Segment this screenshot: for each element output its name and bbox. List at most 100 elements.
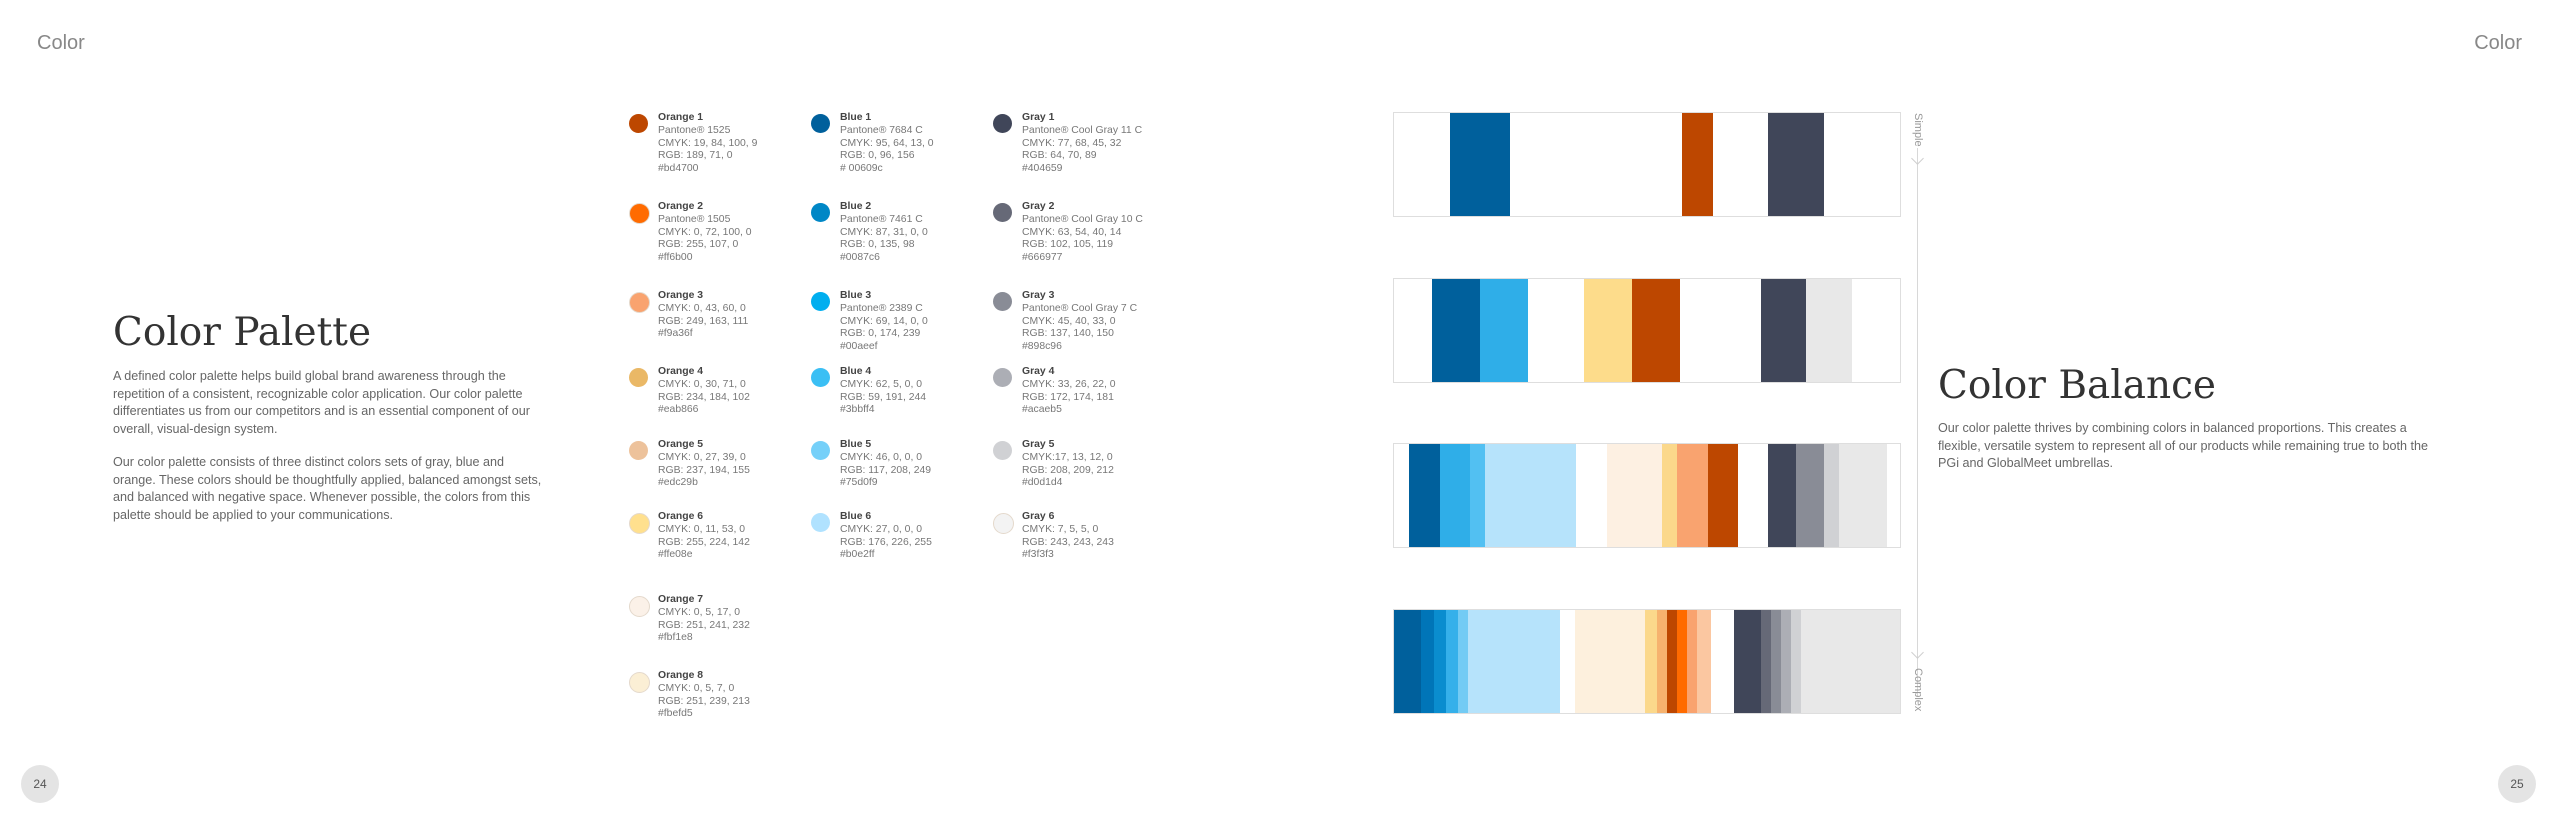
balance-segment [1656, 610, 1668, 713]
swatch-dot [993, 513, 1014, 534]
swatch-spec-line: #acaeb5 [1022, 404, 1062, 416]
swatch-spec-line: RGB: 251, 239, 213 [658, 695, 750, 707]
swatch-spec-line: #fbefd5 [658, 708, 693, 720]
swatch-spec-line: #b0e2ff [840, 549, 875, 561]
swatch-name: Gray 2 [1022, 201, 1055, 212]
swatch-info: Orange 6 CMYK: 0, 11, 53, 0 RGB: 255, 224,… [658, 511, 750, 562]
swatch-dot [993, 114, 1012, 133]
balance-bar-4 [1393, 609, 1901, 714]
swatch-name: Blue 4 [840, 366, 872, 377]
swatch-dot [629, 368, 648, 387]
swatch-spec-line: CMYK: 0, 72, 100, 0 [658, 226, 752, 238]
swatch-dot [811, 203, 830, 222]
swatch-spec-line: Pantone® 2389 C [840, 302, 923, 314]
page-number-right: 25 [2498, 765, 2536, 803]
balance-segment [1738, 444, 1769, 547]
swatch-dot [993, 292, 1012, 311]
swatch-spec-line: CMYK: 77, 68, 45, 32 [1022, 137, 1122, 149]
swatch-name: Orange 1 [658, 112, 704, 123]
swatch-name: Gray 5 [1022, 439, 1055, 450]
swatch-spec-line: RGB: 237, 194, 155 [658, 464, 750, 476]
balance-segment [1851, 279, 1900, 382]
swatch-spec-line: #898c96 [1022, 341, 1062, 353]
balance-segment [1790, 610, 1802, 713]
swatch-spec-line: #0087c6 [840, 252, 880, 264]
swatch-info: Orange 2 Pantone® 1505 CMYK: 0, 72, 100, 0… [658, 201, 752, 265]
swatch-spec-line: Pantone® 1505 [658, 213, 731, 225]
swatch-spec-line: CMYK: 46, 0, 0, 0 [840, 451, 923, 463]
swatch-info: Gray 6 CMYK: 7, 5, 5, 0 RGB: 243, 243, 243… [1022, 511, 1114, 562]
swatch-name: Blue 6 [840, 511, 872, 522]
swatch-name: Orange 6 [658, 511, 704, 522]
balance-segment [1510, 113, 1683, 216]
swatch-spec-line: RGB: 102, 105, 119 [1022, 239, 1114, 251]
swatch-info: Blue 5 CMYK: 46, 0, 0, 0 RGB: 117, 208, 24… [840, 439, 931, 490]
swatch-name: Orange 3 [658, 290, 704, 301]
swatch-spec-line: #edc29b [658, 477, 698, 489]
swatch-spec-line: RGB: 189, 71, 0 [658, 150, 733, 162]
color-palette-title: Color Palette [113, 310, 372, 355]
balance-segment [1631, 279, 1681, 382]
swatch-dot [629, 114, 648, 133]
swatch-spec-line: CMYK: 27, 0, 0, 0 [840, 523, 923, 535]
balance-segment [1733, 610, 1762, 713]
balance-segment [1666, 610, 1677, 713]
swatch-spec-line: CMYK:17, 13, 12, 0 [1022, 451, 1113, 463]
balance-segment [1394, 610, 1422, 713]
swatch-dot [629, 441, 648, 460]
balance-segment [1468, 610, 1561, 713]
swatch-spec-line: RGB: 117, 208, 249 [840, 464, 932, 476]
swatch-info: Orange 3 CMYK: 0, 43, 60, 0 RGB: 249, 163,… [658, 290, 748, 341]
swatch-spec-line: #ff6b00 [658, 252, 693, 264]
swatch-name: Gray 4 [1022, 366, 1055, 377]
balance-segment [1796, 444, 1825, 547]
palette-paragraph-2: Our color palette consists of three dist… [113, 455, 542, 522]
balance-segment [1760, 279, 1807, 382]
balance-segment [1839, 444, 1888, 547]
swatch-info: Blue 4 CMYK: 62, 5, 0, 0 RGB: 59, 191, 244… [840, 366, 926, 417]
balance-segment [1485, 444, 1577, 547]
swatch-dot [629, 513, 650, 534]
swatch-name: Gray 3 [1022, 290, 1055, 301]
balance-segment [1480, 279, 1529, 382]
swatch-spec-line: RGB: 0, 135, 98 [840, 239, 915, 251]
balance-segment [1449, 113, 1511, 216]
swatch-spec-line: Pantone® 7684 C [840, 124, 923, 136]
swatch-name: Orange 5 [658, 439, 704, 450]
swatch-spec-line: RGB: 176, 226, 255 [840, 536, 932, 548]
swatch-info: Blue 1 Pantone® 7684 C CMYK: 95, 64, 13, 0… [840, 112, 934, 176]
swatch-spec-line: CMYK: 95, 64, 13, 0 [840, 137, 934, 149]
swatch-info: Orange 1 Pantone® 1525 CMYK: 19, 84, 100, … [658, 112, 757, 176]
balance-segment [1576, 444, 1607, 547]
swatch-spec-line: CMYK: 0, 5, 7, 0 [658, 682, 735, 694]
balance-segment [1712, 113, 1769, 216]
swatch-spec-line: #f3f3f3 [1022, 549, 1054, 561]
balance-segment [1431, 279, 1481, 382]
swatch-spec-line: RGB: 208, 209, 212 [1022, 464, 1114, 476]
balance-segment [1439, 444, 1471, 547]
swatch-spec-line: CMYK: 63, 54, 40, 14 [1022, 226, 1122, 238]
swatch-info: Orange 8 CMYK: 0, 5, 7, 0 RGB: 251, 239, 2… [658, 670, 750, 721]
balance-segment [1780, 610, 1792, 713]
balance-segment [1696, 610, 1712, 713]
swatch-spec-line: Pantone® 1525 [658, 124, 731, 136]
balance-segment [1528, 279, 1584, 382]
swatch-name: Blue 5 [840, 439, 872, 450]
swatch-dot [811, 368, 830, 387]
swatch-spec-line: #666977 [1022, 252, 1063, 264]
swatch-spec-line: # 00609c [840, 163, 883, 175]
swatch-spec-line: RGB: 0, 96, 156 [840, 150, 915, 162]
balance-segment [1433, 610, 1447, 713]
swatch-spec-line: #f9a36f [658, 328, 693, 340]
swatch-name: Blue 3 [840, 290, 872, 301]
balance-segment [1458, 610, 1469, 713]
swatch-spec-line: #00aeef [840, 341, 878, 353]
swatch-spec-line: #ffe08e [658, 549, 693, 561]
page-header-right: Color [2474, 32, 2522, 54]
balance-segment [1560, 610, 1576, 713]
swatch-spec-line: CMYK: 87, 31, 0, 0 [840, 226, 928, 238]
swatch-name: Orange 2 [658, 201, 704, 212]
balance-paragraph: Our color palette thrives by combining c… [1938, 421, 2429, 470]
swatch-dot [629, 596, 650, 617]
